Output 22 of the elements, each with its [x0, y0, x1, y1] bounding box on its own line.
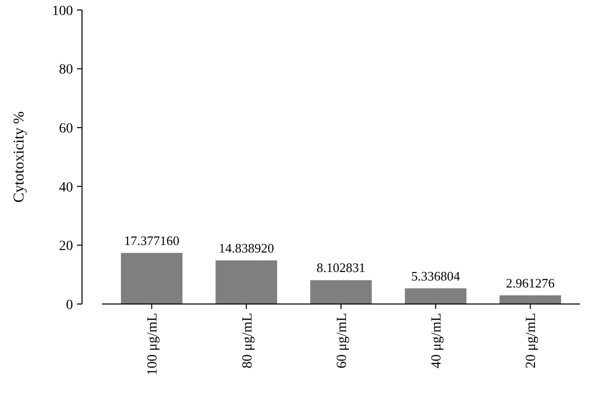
bar: [120, 252, 182, 304]
y-tick-label: 80: [59, 62, 73, 78]
x-tick-label: 100 μg/mL: [146, 313, 161, 376]
y-tick-label: 100: [52, 4, 73, 19]
bar: [216, 260, 278, 304]
y-axis-title: Cytotoxicity %: [11, 111, 28, 203]
y-tick-label: 0: [66, 298, 73, 313]
x-tick-label: 80 μg/mL: [240, 313, 256, 368]
y-tick-label: 40: [59, 180, 73, 196]
data-label: 8.102831: [316, 260, 366, 276]
x-tick-label: 60 μg/mL: [334, 313, 350, 368]
y-tick-label: 20: [59, 239, 73, 254]
data-label: 14.838920: [218, 240, 274, 256]
y-tick-label: 60: [59, 122, 73, 136]
bar: [500, 295, 562, 304]
data-label: 17.377160: [124, 232, 180, 248]
bar: [404, 288, 466, 304]
x-tick-label: 20 μg/mL: [524, 313, 540, 368]
x-tick-label: 40 μg/mL: [430, 313, 445, 368]
data-label: 2.961276: [506, 275, 556, 290]
bar: [310, 280, 372, 304]
data-label: 5.336804: [411, 268, 461, 284]
